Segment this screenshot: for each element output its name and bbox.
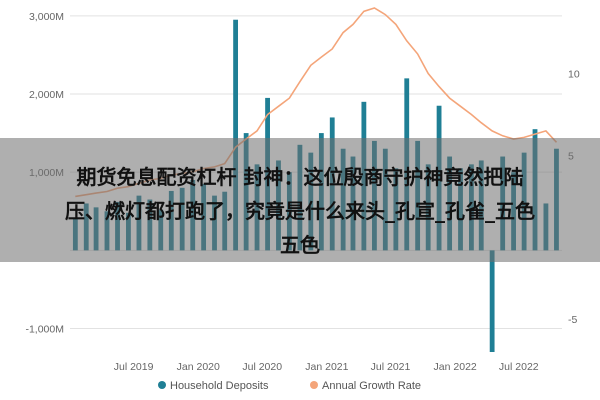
x-tick-label: Jan 2021 (305, 361, 348, 373)
y-left-tick-label: 3,000M (29, 11, 64, 23)
legend-label-growth: Annual Growth Rate (322, 380, 421, 392)
caption-band (0, 138, 600, 262)
caption-line-2: 压、燃灯都打跑了，究竟是什么来头_孔宣_孔雀_五色 (65, 199, 535, 223)
bar (489, 250, 495, 352)
legend-swatch-deposits (158, 381, 166, 389)
y-right-tick-label: -5 (568, 314, 577, 326)
caption-line-3: 五色 (280, 233, 320, 257)
x-tick-label: Jan 2020 (177, 361, 220, 373)
x-tick-label: Jul 2020 (242, 361, 282, 373)
y-right-tick-label: 10 (568, 69, 580, 81)
legend-label-deposits: Household Deposits (170, 380, 269, 392)
x-tick-label: Jul 2021 (371, 361, 411, 373)
y-left-tick-label: 2,000M (29, 89, 64, 101)
x-tick-label: Jul 2022 (499, 361, 539, 373)
caption-line-1: 期货免息配资杠杆 封神：这位殷商守护神竟然把陆 (76, 165, 524, 189)
caption-text: 期货免息配资杠杆 封神：这位殷商守护神竟然把陆 压、燃灯都打跑了，究竟是什么来头… (0, 160, 600, 262)
x-tick-label: Jul 2019 (114, 361, 154, 373)
bar (233, 19, 239, 251)
x-tick-label: Jan 2022 (434, 361, 477, 373)
legend-swatch-growth (310, 381, 318, 389)
y-left-tick-label: -1,000M (25, 324, 64, 336)
